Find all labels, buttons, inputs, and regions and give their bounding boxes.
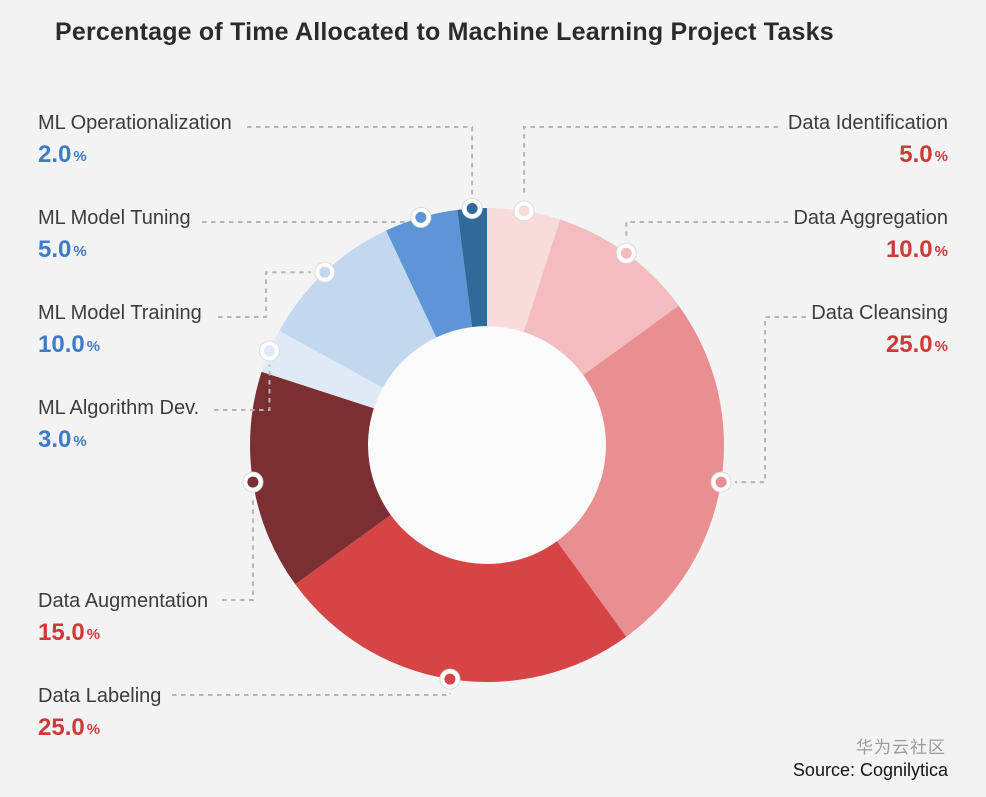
segment-name: ML Algorithm Dev. xyxy=(38,397,200,419)
segment-name: ML Model Training xyxy=(38,302,202,324)
segment-name: Data Augmentation xyxy=(38,590,209,612)
percent-sign: % xyxy=(73,243,87,260)
percent-value: 15.0 xyxy=(38,619,85,646)
label-data-identification: Data Identification 5.0% xyxy=(788,111,948,169)
chart-title: Percentage of Time Allocated to Machine … xyxy=(55,18,834,46)
segment-name: Data Aggregation xyxy=(793,207,948,229)
connector-line-2 xyxy=(735,316,806,484)
label-ml-algorithm-dev: ML Algorithm Dev. 3.0% xyxy=(38,396,199,454)
source-credit: Source: Cognilytica xyxy=(792,760,948,780)
connector-line-0 xyxy=(523,126,778,197)
donut-segment-3 xyxy=(295,514,627,682)
donut-segment-1 xyxy=(523,219,679,376)
segment-percent: 15.0% xyxy=(38,619,208,647)
donut-segment-5 xyxy=(261,330,383,409)
label-ml-model-tuning: ML Model Tuning 5.0% xyxy=(38,206,191,264)
segment-percent: 3.0% xyxy=(38,426,199,454)
label-data-augmentation: Data Augmentation 15.0% xyxy=(38,589,208,647)
segment-percent: 5.0% xyxy=(38,236,191,264)
percent-sign: % xyxy=(73,433,87,450)
connector-line-1 xyxy=(625,221,788,240)
segment-marker-0 xyxy=(518,205,530,217)
percent-sign: % xyxy=(73,148,87,165)
percent-sign: % xyxy=(934,243,948,260)
percent-sign: % xyxy=(934,148,948,165)
label-data-cleansing: Data Cleansing 25.0% xyxy=(811,301,948,359)
label-ml-operationalization: ML Operationalization 2.0% xyxy=(38,111,232,169)
segment-name: Data Cleansing xyxy=(811,302,948,324)
percent-value: 3.0 xyxy=(38,426,72,453)
segment-marker-8 xyxy=(466,202,478,214)
segment-name: ML Model Tuning xyxy=(38,207,191,229)
segment-percent: 5.0% xyxy=(788,141,948,169)
percent-sign: % xyxy=(86,721,101,738)
connector-line-5 xyxy=(214,364,271,411)
segment-percent: 10.0% xyxy=(38,331,202,359)
percent-value: 10.0 xyxy=(38,331,85,358)
percent-value: 5.0 xyxy=(899,141,933,168)
percent-value: 5.0 xyxy=(38,236,72,263)
segment-name: Data Identification xyxy=(787,112,948,134)
segment-marker-2 xyxy=(715,476,727,488)
label-data-aggregation: Data Aggregation 10.0% xyxy=(793,206,948,264)
label-ml-model-training: ML Model Training 10.0% xyxy=(38,301,202,359)
segment-marker-6 xyxy=(319,266,331,278)
percent-value: 2.0 xyxy=(38,141,72,168)
watermark: 华为云社区 xyxy=(856,738,946,757)
donut-segment-0 xyxy=(487,208,561,332)
donut-segment-8 xyxy=(457,208,487,327)
percent-value: 25.0 xyxy=(885,331,933,358)
donut-segment-4 xyxy=(249,371,391,585)
connector-line-8 xyxy=(247,126,474,195)
segment-marker-5 xyxy=(263,345,275,357)
donut-segment-6 xyxy=(279,230,437,388)
segment-name: Data Labeling xyxy=(38,685,162,707)
segment-name: ML Operationalization xyxy=(38,112,232,134)
percent-sign: % xyxy=(86,338,101,355)
segment-percent: 2.0% xyxy=(38,141,232,169)
percent-value: 25.0 xyxy=(38,714,85,741)
segment-percent: 25.0% xyxy=(38,714,161,742)
connector-line-4 xyxy=(222,496,254,601)
donut-segment-7 xyxy=(386,209,473,338)
percent-value: 10.0 xyxy=(885,236,933,263)
segment-percent: 25.0% xyxy=(811,331,948,359)
percent-sign: % xyxy=(86,626,101,643)
segment-marker-3 xyxy=(444,673,456,685)
percent-sign: % xyxy=(934,338,948,355)
donut-hole xyxy=(368,326,606,564)
segment-percent: 10.0% xyxy=(793,236,948,264)
segment-marker-1 xyxy=(620,247,632,259)
connector-line-3 xyxy=(172,693,451,696)
segment-marker-7 xyxy=(415,211,427,223)
segment-marker-4 xyxy=(247,476,259,488)
donut-segment-2 xyxy=(556,305,724,637)
label-data-labeling: Data Labeling 25.0% xyxy=(38,684,161,742)
